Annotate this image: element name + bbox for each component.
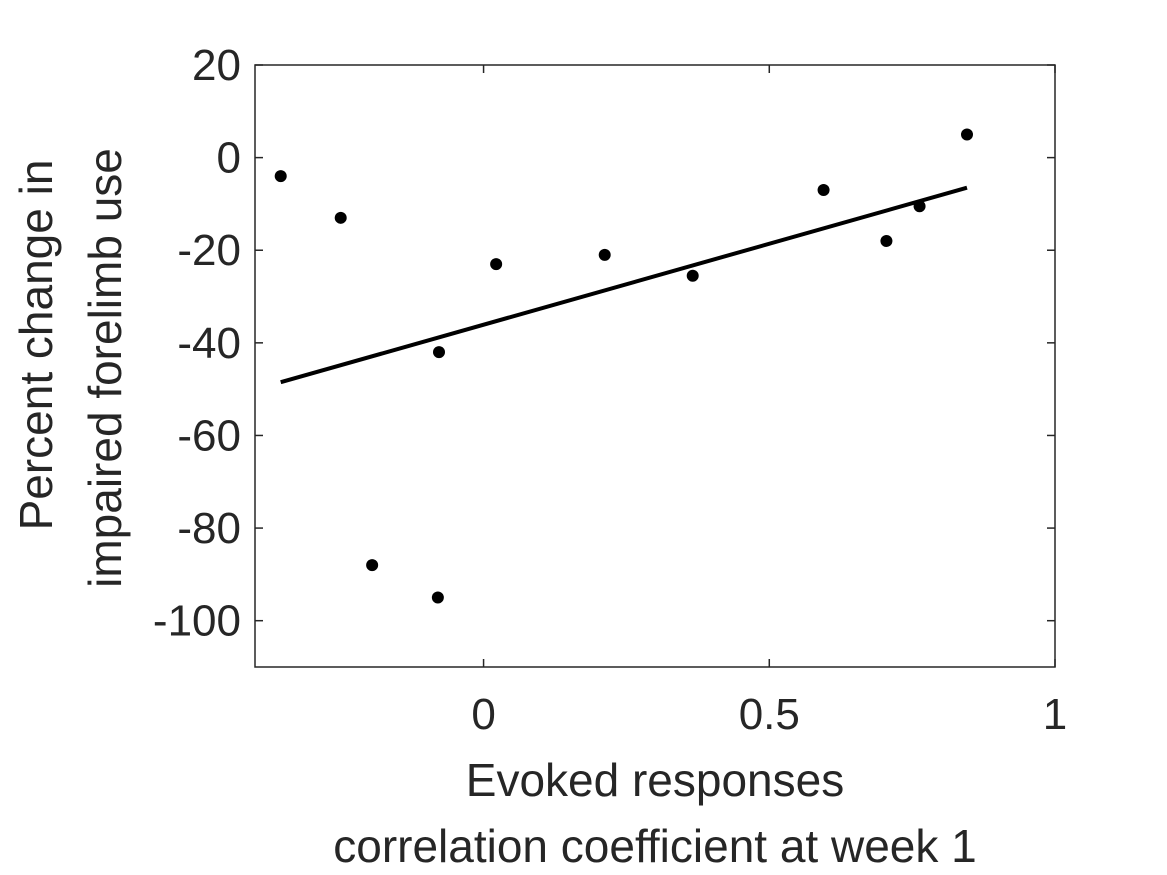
data-point bbox=[880, 234, 893, 247]
axis-ticks bbox=[255, 64, 1056, 667]
y-axis-label-line-2: impaired forelimb use bbox=[79, 148, 131, 588]
y-tick-label: -80 bbox=[177, 504, 241, 553]
plot-area bbox=[254, 64, 1056, 668]
data-point bbox=[334, 211, 347, 224]
data-point bbox=[961, 128, 973, 141]
data-point bbox=[490, 258, 503, 271]
y-tick-labels: 20 0 -20 -40 -60 -80 -100 bbox=[153, 41, 241, 646]
y-tick-label: 0 bbox=[217, 134, 241, 183]
data-point bbox=[274, 170, 287, 183]
fit-line-group bbox=[280, 185, 968, 385]
y-axis-label-line-1: Percent change in bbox=[10, 160, 62, 531]
fit-line bbox=[280, 185, 968, 385]
x-tick-labels: 0 0.5 1 bbox=[471, 690, 1067, 739]
data-points bbox=[274, 128, 973, 604]
y-tick-label: -20 bbox=[177, 226, 241, 275]
y-tick-label: 20 bbox=[192, 41, 241, 90]
data-point bbox=[431, 591, 444, 604]
data-point bbox=[686, 269, 699, 282]
x-tick-label: 0 bbox=[471, 690, 495, 739]
x-axis-label-line-1: Evoked responses bbox=[466, 754, 844, 806]
data-point bbox=[817, 184, 830, 197]
y-tick-label: -60 bbox=[177, 411, 241, 460]
x-tick-label: 1 bbox=[1043, 690, 1067, 739]
x-tick-label: 0.5 bbox=[739, 690, 800, 739]
x-axis-label-line-2: correlation coefficient at week 1 bbox=[333, 820, 977, 872]
data-point bbox=[913, 200, 926, 213]
y-tick-label: -40 bbox=[177, 319, 241, 368]
data-point bbox=[598, 248, 611, 261]
data-point bbox=[433, 346, 445, 359]
data-point bbox=[366, 559, 379, 572]
y-tick-label: -100 bbox=[153, 597, 241, 646]
